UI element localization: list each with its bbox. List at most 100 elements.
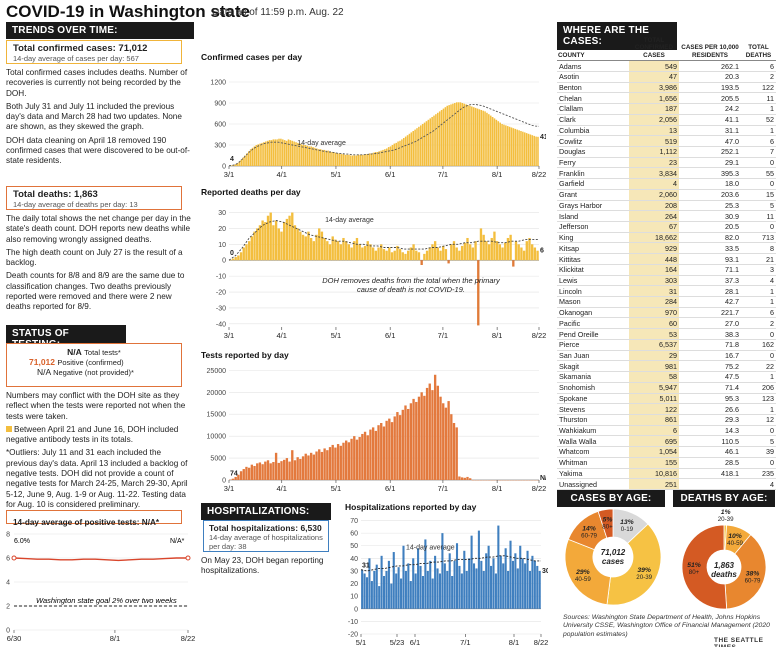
county-table-wrap: COUNTY TOTAL CONFIRMED CASES CASES PER 1… xyxy=(557,36,776,490)
bar xyxy=(246,153,248,166)
bar xyxy=(357,154,360,166)
average-label: 14-day average xyxy=(325,217,374,224)
bar xyxy=(451,576,454,609)
bar xyxy=(416,128,418,166)
column-header: CASES PER 10,000 RESIDENTS xyxy=(679,36,741,62)
y-tick-label: 6 xyxy=(6,556,10,563)
bar xyxy=(272,225,275,261)
bar xyxy=(336,444,340,480)
bar xyxy=(346,154,348,166)
bar xyxy=(431,244,434,261)
county-name-cell: Benton xyxy=(557,82,629,94)
county-name-cell: Wahkiakum xyxy=(557,425,629,437)
bar xyxy=(450,414,453,480)
county-table: COUNTY TOTAL CONFIRMED CASES CASES PER 1… xyxy=(557,36,776,490)
total-cases-box: Total confirmed cases: 71,012 14-day ave… xyxy=(6,40,182,64)
bar xyxy=(393,416,396,480)
cases-per-10k-cell: 395.3 xyxy=(679,167,741,180)
bar xyxy=(380,423,383,480)
table-row: Island 264 30.9 11 xyxy=(557,210,776,222)
confirmed-cases-cell: 981 xyxy=(629,360,679,373)
bar xyxy=(492,558,495,609)
bar xyxy=(339,445,342,480)
x-tick-label: 8/1 xyxy=(492,331,502,340)
deaths-cell: 1 xyxy=(741,371,776,383)
bar xyxy=(489,115,492,166)
bar xyxy=(247,467,251,480)
bar xyxy=(237,255,240,261)
bar xyxy=(378,586,381,609)
cases-note: Total confirmed cases includes deaths. N… xyxy=(6,68,188,98)
hosp-chart-title: Hospitalizations reported by day xyxy=(345,502,477,512)
bar xyxy=(274,452,278,480)
bar xyxy=(369,429,372,480)
bar xyxy=(514,553,517,609)
bar xyxy=(474,107,477,166)
deaths-cell: 1 xyxy=(741,103,776,115)
bar xyxy=(283,140,286,166)
y-tick-label: 0 xyxy=(222,164,226,171)
bar xyxy=(325,150,328,166)
pie-percent-label: 13% xyxy=(620,519,634,526)
bar xyxy=(448,553,451,609)
confirmed-cases-cell: 5,011 xyxy=(629,393,679,405)
bar xyxy=(363,431,367,480)
table-row: San Juan 29 16.7 0 xyxy=(557,350,776,362)
pie-age-label: 80+ xyxy=(602,523,613,530)
table-row: Walla Walla 695 110.5 5 xyxy=(557,435,776,448)
deaths-cell: 4 xyxy=(741,478,776,490)
bar xyxy=(382,576,386,609)
bar xyxy=(506,237,510,261)
bar xyxy=(514,128,517,166)
bar xyxy=(350,247,353,261)
deaths-cell: 4 xyxy=(741,275,776,287)
bar xyxy=(342,154,345,166)
bar xyxy=(477,530,480,609)
total-hospitalizations-label: Total hospitalizations: 6,530 xyxy=(209,523,322,533)
table-row: Skagit 981 75.2 22 xyxy=(557,360,776,373)
cases-per-10k-cell: 33.5 xyxy=(679,242,741,255)
y-tick-label: 10 xyxy=(350,594,358,601)
bar xyxy=(536,565,539,609)
county-name-cell: Klickitat xyxy=(557,264,629,276)
bar xyxy=(288,461,291,480)
bar xyxy=(499,122,501,166)
county-name-cell: Chelan xyxy=(557,92,629,105)
bar xyxy=(280,461,283,480)
y-tick-label: 0 xyxy=(222,478,226,485)
bar xyxy=(402,545,405,609)
bar xyxy=(401,252,404,261)
trends-heading: TRENDS OVER TIME: xyxy=(6,22,194,39)
bar xyxy=(471,106,473,166)
pie-age-label: 40-59 xyxy=(727,540,743,547)
bar xyxy=(353,155,356,166)
deaths-cell: 11 xyxy=(741,92,776,105)
bar xyxy=(501,124,503,166)
county-name-cell: Jefferson xyxy=(557,221,629,233)
positivity-label: 14-day average of positive tests: N/A* xyxy=(13,518,160,527)
county-name-cell: King xyxy=(557,232,629,244)
bar xyxy=(327,150,329,166)
bar xyxy=(460,573,463,609)
testing-note: Between April 21 and June 16, DOH includ… xyxy=(6,424,179,445)
bar xyxy=(293,141,295,166)
bar xyxy=(397,141,399,166)
confirmed-cases-cell: 861 xyxy=(629,414,679,426)
bar xyxy=(331,444,334,480)
bar xyxy=(347,244,351,261)
bar xyxy=(285,218,289,261)
bar xyxy=(514,241,518,261)
bar xyxy=(274,220,278,261)
bar xyxy=(461,103,464,166)
table-row: Garfield 4 18.0 0 xyxy=(557,178,776,190)
x-tick-label: 7/1 xyxy=(438,484,448,493)
y-tick-label: 0 xyxy=(6,628,10,635)
deaths-cell: 12 xyxy=(741,414,776,426)
bar xyxy=(361,433,364,480)
county-name-cell: Clallam xyxy=(557,103,629,115)
table-row: Grays Harbor 208 25.3 5 xyxy=(557,200,776,212)
cases-per-10k-cell: 46.1 xyxy=(679,446,741,458)
y-tick-label: 25000 xyxy=(207,368,227,375)
bar xyxy=(242,157,244,166)
bar xyxy=(299,231,302,261)
